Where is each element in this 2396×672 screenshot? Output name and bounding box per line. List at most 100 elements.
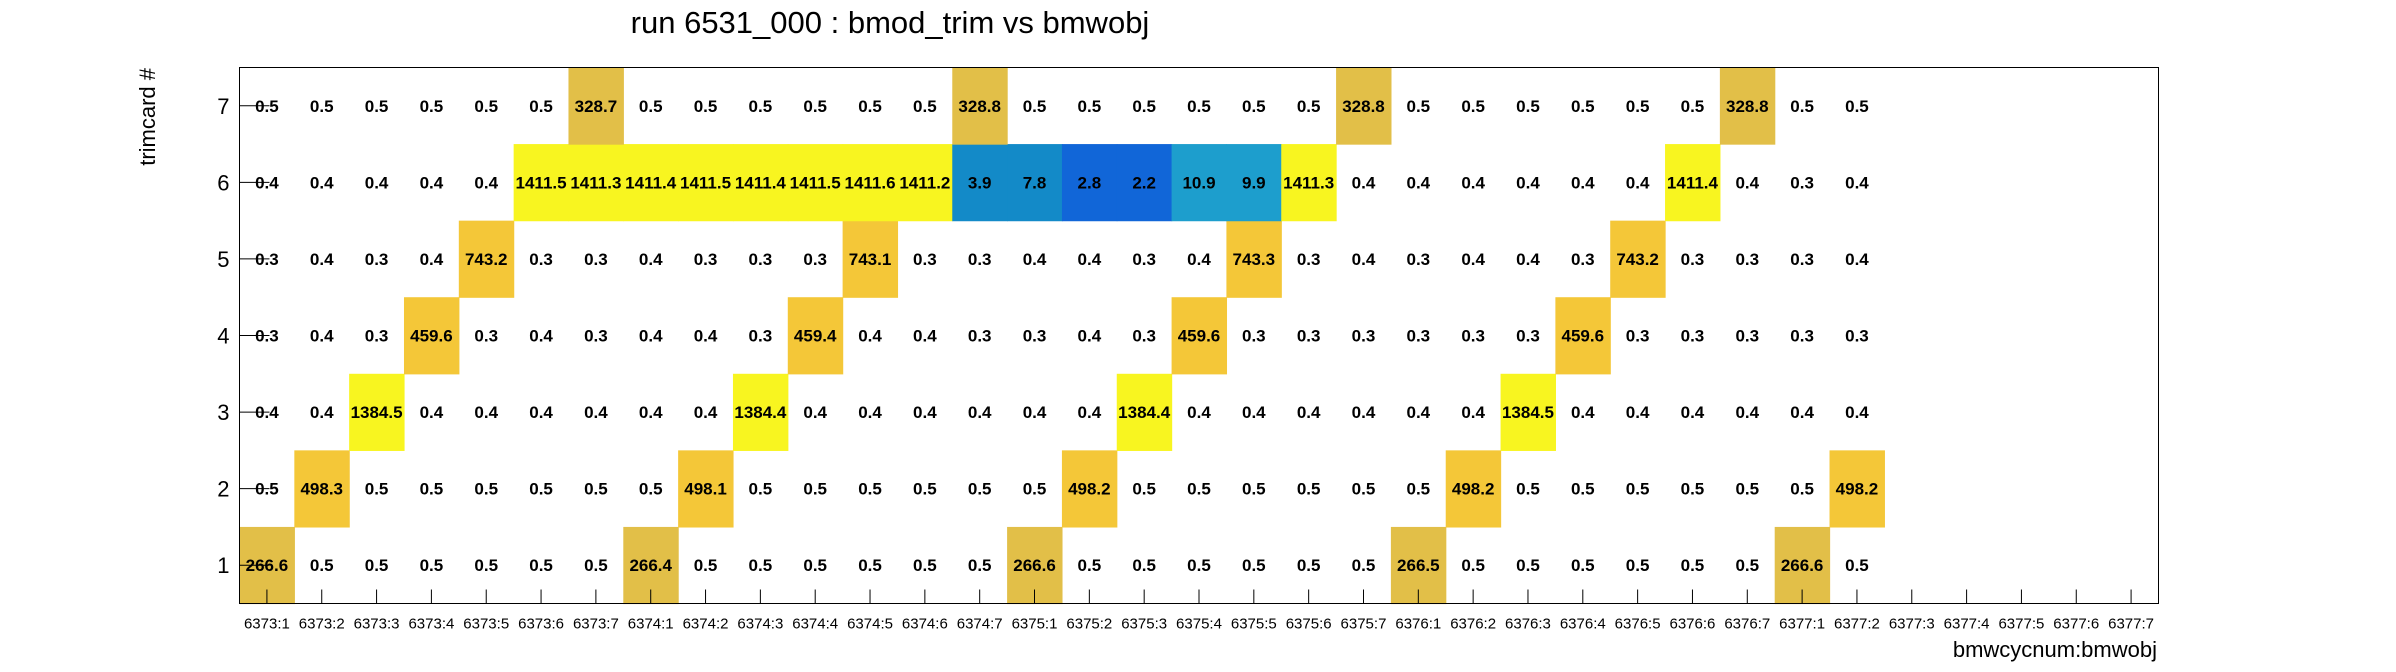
cell-value: 0.5 <box>1023 480 1047 499</box>
x-tick-label: 6373:1 <box>244 616 290 633</box>
cell-value: 0.4 <box>639 250 663 269</box>
x-tick-label: 6376:7 <box>1724 616 1770 633</box>
heatmap-cell <box>1610 220 1666 298</box>
cell-value: 0.5 <box>1406 480 1430 499</box>
cell-value: 1411.5 <box>790 173 841 192</box>
cell-value: 0.3 <box>584 250 608 269</box>
cell-value: 0.5 <box>639 480 663 499</box>
y-tick-label: 1 <box>217 553 229 578</box>
cell-value: 0.4 <box>1406 403 1430 422</box>
cell-value: 0.4 <box>1461 403 1485 422</box>
cell-value: 0.5 <box>1626 556 1650 575</box>
cell-value: 0.3 <box>803 250 827 269</box>
heatmap-cell <box>1226 220 1282 298</box>
cell-value: 0.5 <box>858 97 882 116</box>
cell-value: 0.5 <box>1078 556 1102 575</box>
cell-value: 0.3 <box>1132 250 1156 269</box>
x-tick-label: 6373:2 <box>299 616 345 633</box>
cell-value: 0.4 <box>420 250 444 269</box>
cell-value: 0.5 <box>913 556 937 575</box>
x-tick-label: 6373:5 <box>463 616 509 633</box>
cell-value: 0.5 <box>420 556 444 575</box>
cell-value: 0.5 <box>1790 480 1814 499</box>
cell-value: 0.5 <box>1242 556 1266 575</box>
cell-value: 1384.5 <box>1502 403 1554 422</box>
y-axis-label: trimcard # <box>135 67 160 166</box>
cell-value: 0.5 <box>1626 97 1650 116</box>
x-tick-label: 6374:4 <box>792 616 838 633</box>
x-tick-label: 6374:7 <box>957 616 1003 633</box>
heatmap-cell <box>952 67 1008 145</box>
cell-value: 0.3 <box>1461 327 1485 346</box>
cell-value: 0.5 <box>858 480 882 499</box>
cell-value: 0.5 <box>803 556 827 575</box>
cell-value: 1411.3 <box>570 173 621 192</box>
x-tick-label: 6373:6 <box>518 616 564 633</box>
cell-value: 2.8 <box>1078 173 1102 192</box>
cell-value: 498.2 <box>1452 480 1495 499</box>
cell-value: 0.4 <box>1078 250 1102 269</box>
cell-value: 328.8 <box>1726 97 1769 116</box>
cell-value: 0.4 <box>1297 403 1321 422</box>
heatmap-cell <box>787 297 844 375</box>
cell-value: 0.4 <box>365 173 389 192</box>
cell-value: 0.4 <box>310 327 334 346</box>
y-tick-label: 3 <box>217 400 229 425</box>
cell-value: 0.5 <box>1461 556 1485 575</box>
cell-value: 0.3 <box>1023 327 1047 346</box>
cell-value: 0.4 <box>1735 173 1759 192</box>
cell-value: 0.5 <box>1078 97 1102 116</box>
cell-value: 0.5 <box>913 480 937 499</box>
cell-value: 1411.6 <box>844 173 895 192</box>
cell-value: 0.4 <box>1571 403 1595 422</box>
heatmap-cell <box>678 144 734 222</box>
cell-value: 0.4 <box>1461 173 1485 192</box>
cell-value: 0.4 <box>1078 403 1102 422</box>
cell-value: 0.5 <box>474 480 498 499</box>
cell-value: 498.2 <box>1068 480 1111 499</box>
cell-value: 0.5 <box>1681 480 1705 499</box>
cell-value: 0.5 <box>1571 556 1595 575</box>
x-tick-label: 6376:1 <box>1395 616 1441 633</box>
heatmap-cell <box>732 144 789 222</box>
x-tick-label: 6373:3 <box>354 616 400 633</box>
cell-value: 0.5 <box>1790 97 1814 116</box>
x-tick-label: 6373:4 <box>408 616 454 633</box>
cell-value: 0.4 <box>1078 327 1102 346</box>
x-tick-label: 6374:2 <box>683 616 729 633</box>
cell-value: 0.4 <box>1352 173 1376 192</box>
cell-value: 0.5 <box>913 97 937 116</box>
y-tick-label: 5 <box>217 247 229 272</box>
cell-value: 0.3 <box>1790 327 1814 346</box>
heatmap-cell <box>349 373 405 451</box>
y-tick-label: 4 <box>217 324 229 349</box>
heatmap-cell <box>1719 67 1776 145</box>
cell-value: 0.4 <box>694 403 718 422</box>
cell-value: 0.3 <box>584 327 608 346</box>
x-tick-label: 6377:1 <box>1779 616 1825 633</box>
cell-value: 0.3 <box>1406 250 1430 269</box>
heatmap-cell <box>1171 144 1228 222</box>
cell-value: 459.6 <box>1178 327 1221 346</box>
cell-value: 0.4 <box>310 403 334 422</box>
cell-value: 0.4 <box>584 403 608 422</box>
heatmap-cell <box>623 144 679 222</box>
cell-value: 0.5 <box>749 480 773 499</box>
cell-value: 0.5 <box>1461 97 1485 116</box>
cell-value: 1384.4 <box>1118 403 1171 422</box>
cell-value: 0.5 <box>1681 97 1705 116</box>
cell-value: 0.4 <box>1845 403 1869 422</box>
cell-value: 0.3 <box>1406 327 1430 346</box>
cell-value: 0.3 <box>749 327 773 346</box>
x-tick-label: 6377:6 <box>2053 616 2099 633</box>
cell-value: 1384.5 <box>351 403 403 422</box>
x-tick-label: 6377:4 <box>1944 616 1990 633</box>
cell-value: 0.4 <box>420 403 444 422</box>
cell-value: 0.5 <box>474 556 498 575</box>
cell-value: 498.2 <box>1836 480 1879 499</box>
cell-value: 0.5 <box>1626 480 1650 499</box>
heatmap-cell <box>897 144 953 222</box>
cell-value: 0.4 <box>529 403 553 422</box>
cell-value: 0.4 <box>1681 403 1705 422</box>
x-tick-label: 6376:6 <box>1670 616 1716 633</box>
